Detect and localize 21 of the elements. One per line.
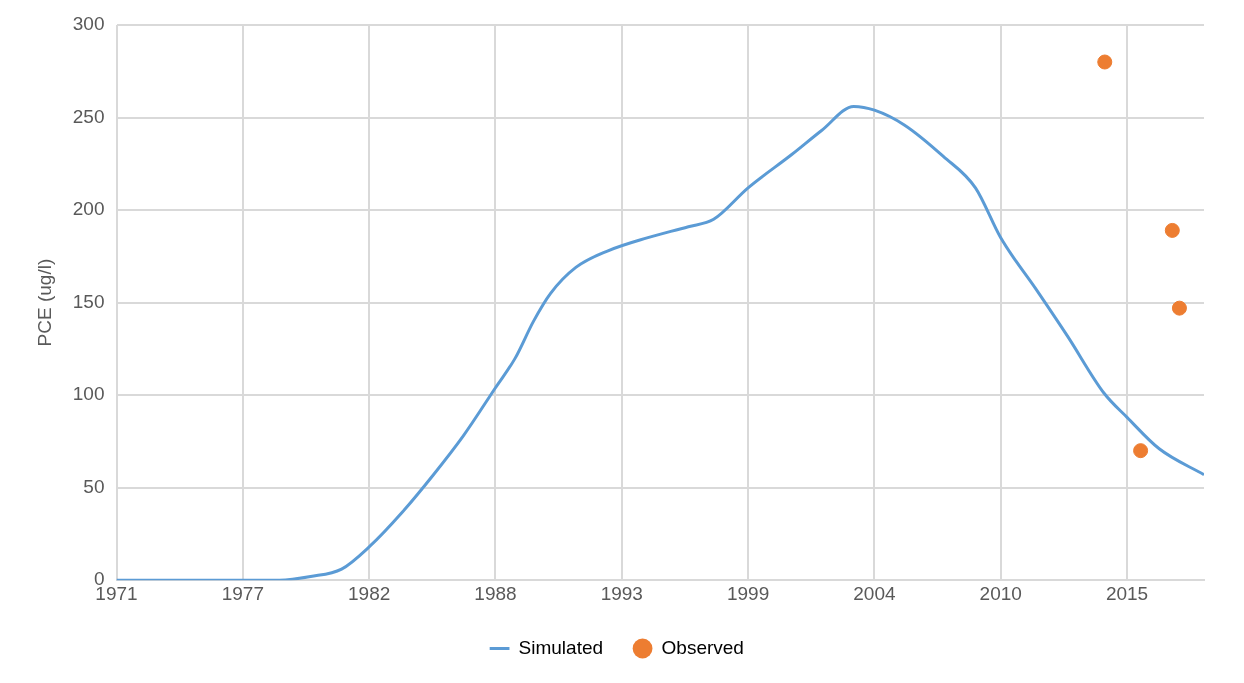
point bbox=[1133, 443, 1149, 459]
x-tick-label: 2015 bbox=[1105, 582, 1149, 604]
x-tick-label: 2010 bbox=[979, 582, 1022, 604]
legend-label: Observed bbox=[661, 636, 744, 658]
y-tick-label: 50 bbox=[83, 475, 105, 497]
y-tick-label: 300 bbox=[72, 13, 105, 35]
x-tick-label: 1982 bbox=[348, 582, 391, 604]
y-axis-title: PCE (ug/l) bbox=[33, 258, 55, 347]
y-tick-label: 250 bbox=[72, 105, 105, 127]
x-tick-label: 1999 bbox=[726, 582, 770, 604]
point bbox=[1171, 300, 1187, 316]
x-tick-label: 1988 bbox=[474, 582, 517, 604]
point bbox=[1164, 222, 1180, 238]
y-tick-label: 200 bbox=[72, 198, 105, 220]
x-tick-label: 1977 bbox=[221, 582, 264, 604]
legend-label: Simulated bbox=[518, 636, 604, 658]
y-tick-label: 100 bbox=[72, 383, 105, 405]
point bbox=[1097, 54, 1113, 70]
x-tick-label: 1993 bbox=[600, 582, 643, 604]
x-tick-label: 2004 bbox=[853, 582, 896, 604]
y-tick-label: 150 bbox=[72, 290, 105, 312]
